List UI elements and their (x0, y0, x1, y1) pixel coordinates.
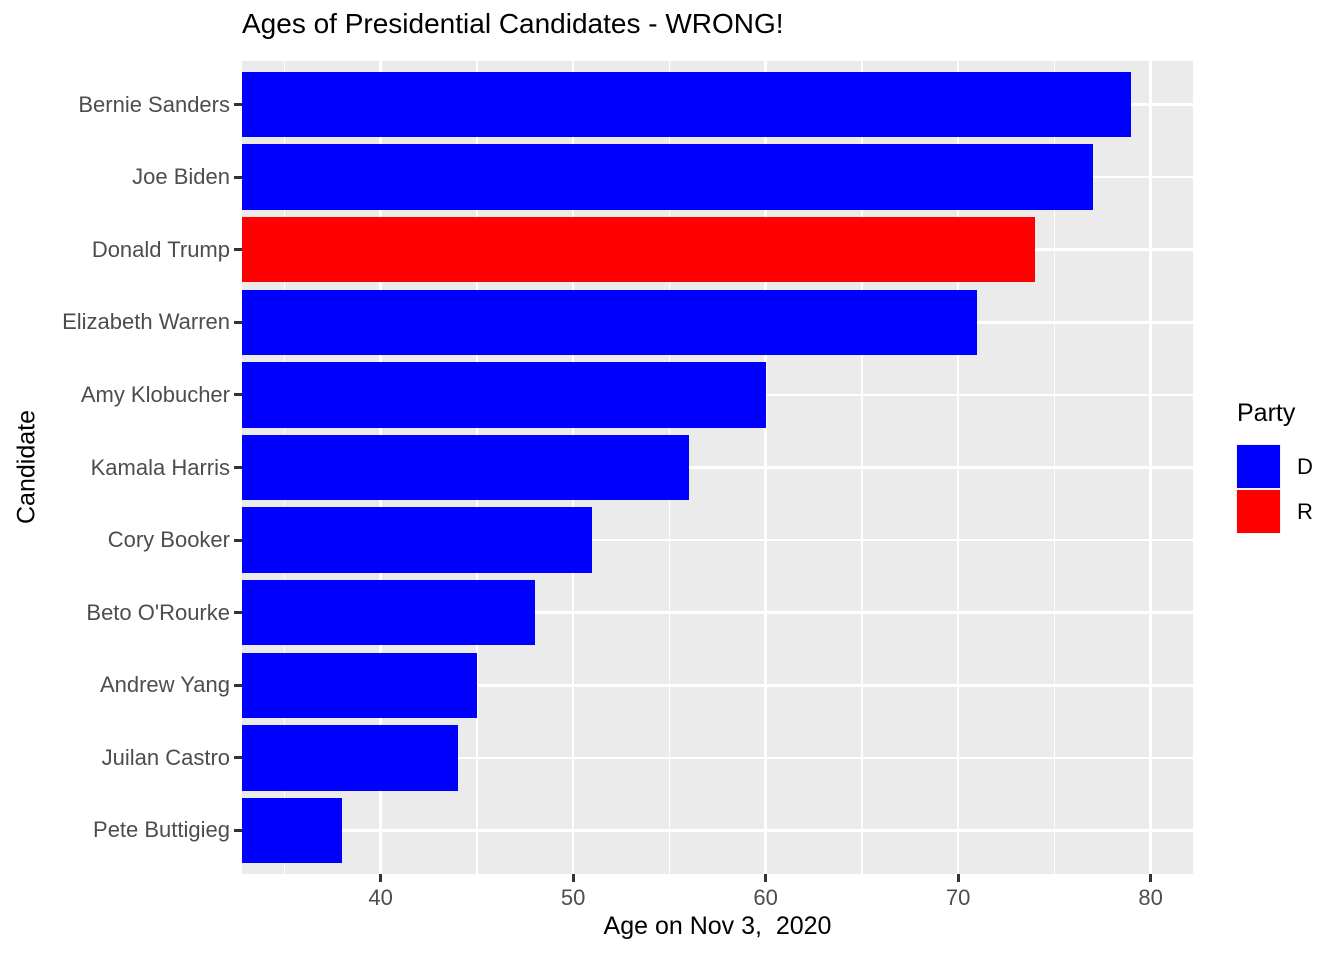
y-tick-label: Joe Biden (132, 164, 230, 190)
y-tick-label: Cory Booker (107, 527, 230, 553)
x-tick-label: 40 (368, 885, 393, 910)
major-gridline-horizontal (242, 538, 1193, 542)
bar-cory-booker (242, 507, 593, 573)
bar-bernie-sanders (242, 71, 1132, 138)
bar-juilan-castro (242, 725, 458, 791)
bar-beto-o-rourke (242, 580, 535, 646)
y-tick-label: Amy Klobucher (80, 381, 230, 407)
y-tick-mark (234, 103, 242, 107)
y-tick-mark (234, 175, 242, 179)
bar-joe-biden (242, 144, 1093, 210)
x-tick-mark (1149, 874, 1153, 882)
bar-andrew-yang (242, 652, 477, 718)
major-gridline-horizontal (242, 611, 1193, 614)
bar-donald-trump (242, 217, 1036, 283)
major-gridline-horizontal (242, 466, 1193, 469)
y-tick-label: Andrew Yang (99, 672, 230, 698)
bar-kamala-harris (242, 434, 689, 501)
legend-entry-r: R (1236, 489, 1313, 534)
y-tick-mark (234, 248, 242, 252)
y-tick-label: Donald Trump (91, 236, 230, 262)
y-tick-mark (234, 393, 242, 397)
y-tick-label: Bernie Sanders (78, 91, 230, 117)
plot-panel (242, 61, 1193, 874)
y-tick-mark (234, 466, 242, 469)
x-tick-mark (764, 874, 768, 882)
y-tick-label: Juilan Castro (101, 744, 230, 770)
legend-title: Party (1237, 399, 1296, 427)
legend-key-label: R (1297, 498, 1313, 524)
y-tick-label: Elizabeth Warren (62, 309, 230, 335)
y-tick-mark (234, 683, 242, 687)
x-axis-title: Age on Nov 3, 2020 (603, 912, 832, 940)
x-tick-mark (956, 874, 960, 882)
legend-key-label: D (1297, 453, 1313, 479)
x-tick-label: 70 (945, 885, 971, 910)
legend-entry-d: D (1236, 444, 1313, 489)
y-tick-mark (234, 828, 242, 832)
x-tick-mark (379, 874, 383, 882)
y-tick-mark (234, 756, 242, 760)
y-tick-mark (234, 611, 242, 615)
y-tick-label: Kamala Harris (90, 454, 230, 480)
major-gridline-horizontal (242, 829, 1193, 832)
x-tick-label: 50 (560, 885, 586, 910)
major-gridline-horizontal (242, 756, 1193, 760)
y-tick-label: Pete Buttigieg (93, 817, 230, 843)
legend-swatch-d (1236, 444, 1281, 489)
y-tick-mark (234, 320, 242, 324)
major-gridline-horizontal (242, 684, 1193, 687)
bar-amy-klobucher (242, 362, 766, 428)
y-tick-mark (234, 538, 242, 542)
bar-pete-buttigieg (242, 797, 343, 864)
chart-title: Ages of Presidential Candidates - WRONG! (242, 8, 784, 39)
x-tick-mark (571, 874, 575, 882)
x-tick-label: 80 (1138, 885, 1163, 910)
bar-elizabeth-warren (242, 289, 978, 355)
y-tick-label: Beto O'Rourke (86, 599, 230, 625)
x-tick-label: 60 (753, 885, 778, 910)
legend-swatch-r (1236, 489, 1281, 534)
